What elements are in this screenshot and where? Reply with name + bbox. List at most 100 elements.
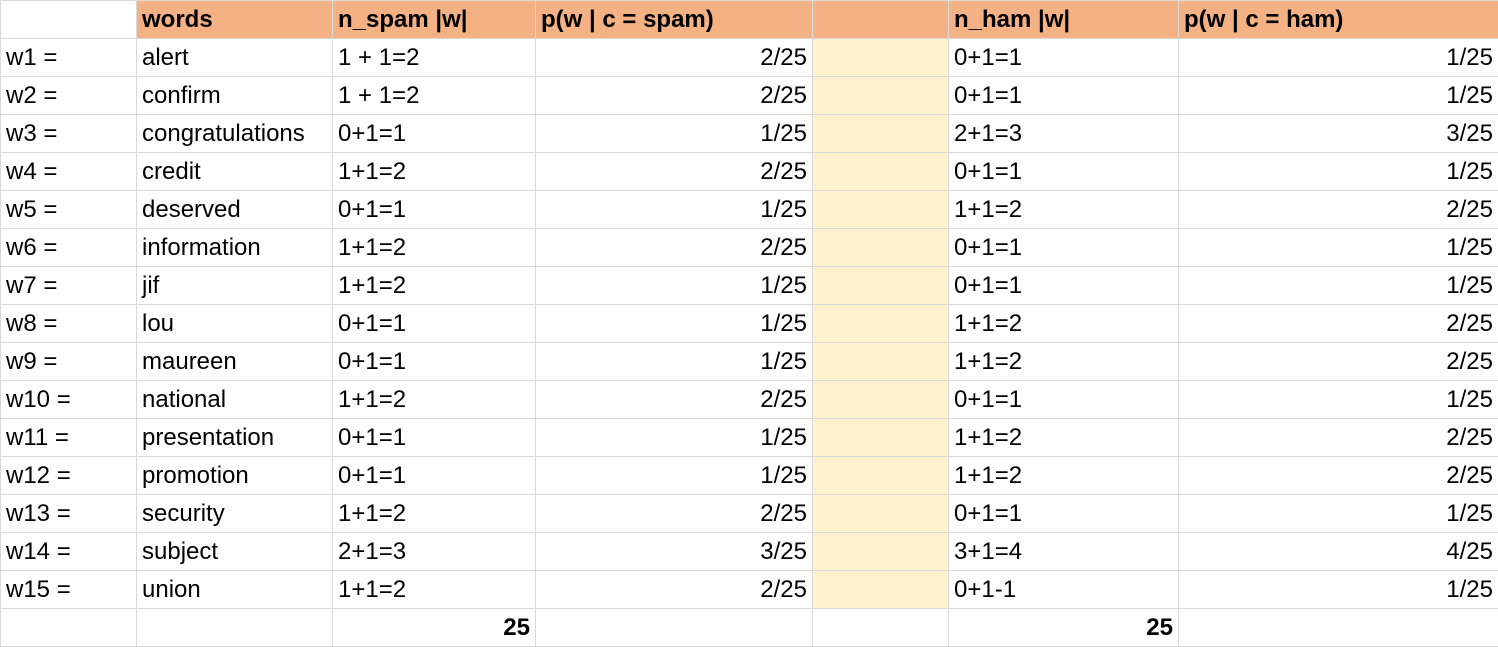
row-label-cell[interactable]: w13 = [1,495,137,533]
word-cell[interactable]: national [137,381,333,419]
p-spam-cell[interactable]: 1/25 [536,419,813,457]
header-gap-cell[interactable] [813,1,949,39]
n-spam-cell[interactable]: 2+1=3 [333,533,536,571]
gap-cell[interactable] [813,153,949,191]
header-words-cell[interactable]: words [137,1,333,39]
p-ham-cell[interactable]: 2/25 [1179,305,1498,343]
p-spam-cell[interactable]: 2/25 [536,229,813,267]
n-spam-cell[interactable]: 0+1=1 [333,115,536,153]
gap-cell[interactable] [813,305,949,343]
totals-label-cell[interactable] [1,609,137,647]
word-cell[interactable]: union [137,571,333,609]
p-ham-cell[interactable]: 1/25 [1179,39,1498,77]
row-label-cell[interactable]: w11 = [1,419,137,457]
word-cell[interactable]: jif [137,267,333,305]
p-spam-cell[interactable]: 2/25 [536,381,813,419]
gap-cell[interactable] [813,39,949,77]
row-label-cell[interactable]: w5 = [1,191,137,229]
p-ham-cell[interactable]: 2/25 [1179,457,1498,495]
n-ham-cell[interactable]: 1+1=2 [949,305,1179,343]
row-label-cell[interactable]: w6 = [1,229,137,267]
row-label-cell[interactable]: w4 = [1,153,137,191]
p-ham-cell[interactable]: 3/25 [1179,115,1498,153]
p-spam-cell[interactable]: 2/25 [536,77,813,115]
n-ham-cell[interactable]: 0+1=1 [949,381,1179,419]
gap-cell[interactable] [813,343,949,381]
row-label-cell[interactable]: w14 = [1,533,137,571]
p-spam-cell[interactable]: 1/25 [536,305,813,343]
gap-cell[interactable] [813,267,949,305]
row-label-cell[interactable]: w7 = [1,267,137,305]
p-ham-cell[interactable]: 4/25 [1179,533,1498,571]
n-ham-total-cell[interactable]: 25 [949,609,1179,647]
p-ham-cell[interactable]: 1/25 [1179,153,1498,191]
row-label-cell[interactable]: w12 = [1,457,137,495]
p-spam-cell[interactable]: 2/25 [536,153,813,191]
p-spam-cell[interactable]: 2/25 [536,571,813,609]
n-spam-cell[interactable]: 1+1=2 [333,153,536,191]
n-ham-cell[interactable]: 0+1=1 [949,267,1179,305]
p-spam-cell[interactable]: 1/25 [536,457,813,495]
n-spam-cell[interactable]: 0+1=1 [333,419,536,457]
n-spam-cell[interactable]: 0+1=1 [333,305,536,343]
gap-cell[interactable] [813,229,949,267]
n-ham-cell[interactable]: 0+1-1 [949,571,1179,609]
p-ham-cell[interactable]: 2/25 [1179,191,1498,229]
word-cell[interactable]: promotion [137,457,333,495]
gap-cell[interactable] [813,115,949,153]
totals-gap-cell[interactable] [813,609,949,647]
gap-cell[interactable] [813,77,949,115]
row-label-cell[interactable]: w10 = [1,381,137,419]
p-spam-cell[interactable]: 2/25 [536,39,813,77]
word-cell[interactable]: credit [137,153,333,191]
gap-cell[interactable] [813,381,949,419]
n-ham-cell[interactable]: 1+1=2 [949,343,1179,381]
p-ham-cell[interactable]: 2/25 [1179,419,1498,457]
p-spam-cell[interactable]: 1/25 [536,191,813,229]
p-spam-cell[interactable]: 1/25 [536,115,813,153]
n-ham-cell[interactable]: 0+1=1 [949,495,1179,533]
n-spam-cell[interactable]: 1+1=2 [333,267,536,305]
header-p-ham-cell[interactable]: p(w | c = ham) [1179,1,1498,39]
n-spam-cell[interactable]: 1+1=2 [333,381,536,419]
n-spam-cell[interactable]: 1+1=2 [333,495,536,533]
n-ham-cell[interactable]: 1+1=2 [949,457,1179,495]
n-ham-cell[interactable]: 1+1=2 [949,419,1179,457]
totals-p-ham-cell[interactable] [1179,609,1498,647]
row-label-cell[interactable]: w2 = [1,77,137,115]
n-ham-cell[interactable]: 1+1=2 [949,191,1179,229]
gap-cell[interactable] [813,571,949,609]
p-ham-cell[interactable]: 1/25 [1179,495,1498,533]
word-cell[interactable]: alert [137,39,333,77]
word-cell[interactable]: presentation [137,419,333,457]
row-label-cell[interactable]: w9 = [1,343,137,381]
n-spam-cell[interactable]: 0+1=1 [333,343,536,381]
gap-cell[interactable] [813,533,949,571]
n-spam-total-cell[interactable]: 25 [333,609,536,647]
header-label-cell[interactable] [1,1,137,39]
p-ham-cell[interactable]: 1/25 [1179,229,1498,267]
n-spam-cell[interactable]: 1 + 1=2 [333,39,536,77]
n-spam-cell[interactable]: 0+1=1 [333,191,536,229]
word-cell[interactable]: lou [137,305,333,343]
gap-cell[interactable] [813,457,949,495]
word-cell[interactable]: security [137,495,333,533]
n-ham-cell[interactable]: 0+1=1 [949,39,1179,77]
p-ham-cell[interactable]: 1/25 [1179,381,1498,419]
word-cell[interactable]: maureen [137,343,333,381]
gap-cell[interactable] [813,495,949,533]
p-spam-cell[interactable]: 2/25 [536,495,813,533]
gap-cell[interactable] [813,419,949,457]
p-ham-cell[interactable]: 1/25 [1179,77,1498,115]
p-ham-cell[interactable]: 1/25 [1179,267,1498,305]
n-spam-cell[interactable]: 1 + 1=2 [333,77,536,115]
gap-cell[interactable] [813,191,949,229]
header-n-spam-cell[interactable]: n_spam |w| [333,1,536,39]
word-cell[interactable]: confirm [137,77,333,115]
n-spam-cell[interactable]: 1+1=2 [333,571,536,609]
n-ham-cell[interactable]: 0+1=1 [949,77,1179,115]
word-cell[interactable]: information [137,229,333,267]
header-p-spam-cell[interactable]: p(w | c = spam) [536,1,813,39]
word-cell[interactable]: deserved [137,191,333,229]
p-spam-cell[interactable]: 1/25 [536,343,813,381]
